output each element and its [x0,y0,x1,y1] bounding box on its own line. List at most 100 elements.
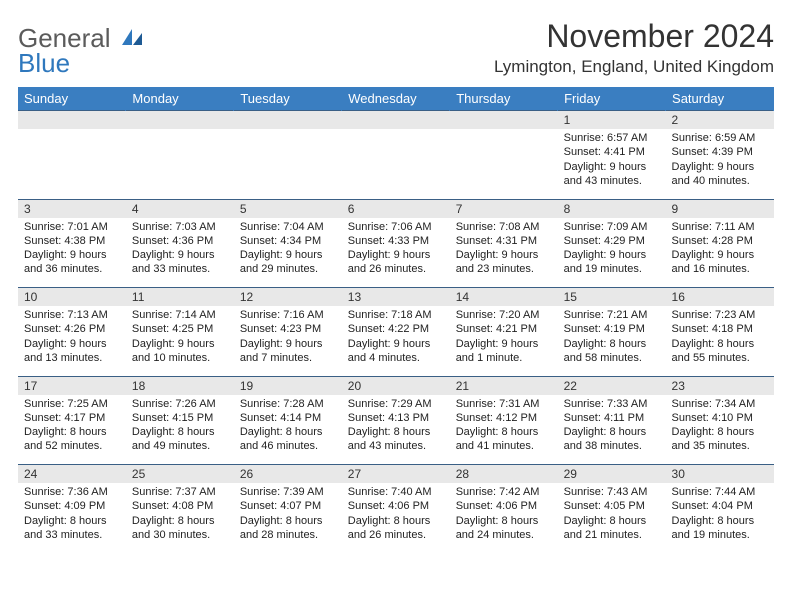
sun-day2: and 16 minutes. [672,262,768,276]
day-number-cell: 19 [234,376,342,395]
sun-day1: Daylight: 8 hours [132,514,228,528]
sun-sunrise: Sunrise: 7:13 AM [24,308,120,322]
day-detail-cell: Sunrise: 7:11 AMSunset: 4:28 PMDaylight:… [666,218,774,288]
location: Lymington, England, United Kingdom [494,57,774,77]
day-number-cell: 16 [666,288,774,307]
day-number-cell: 22 [558,376,666,395]
sun-sunset: Sunset: 4:34 PM [240,234,336,248]
sun-day1: Daylight: 9 hours [240,248,336,262]
day-detail-cell: Sunrise: 7:09 AMSunset: 4:29 PMDaylight:… [558,218,666,288]
day-number-cell: 17 [18,376,126,395]
sun-sunset: Sunset: 4:22 PM [348,322,444,336]
day-detail-cell: Sunrise: 7:31 AMSunset: 4:12 PMDaylight:… [450,395,558,465]
sun-sunrise: Sunrise: 7:36 AM [24,485,120,499]
day-number-cell: 13 [342,288,450,307]
day-number-cell: 14 [450,288,558,307]
day-number-cell: 9 [666,199,774,218]
sun-day2: and 41 minutes. [456,439,552,453]
sun-day1: Daylight: 9 hours [672,160,768,174]
logo-sail-icon [122,29,144,47]
sun-sunrise: Sunrise: 7:01 AM [24,220,120,234]
day-number-cell: 1 [558,111,666,130]
sun-day1: Daylight: 9 hours [348,248,444,262]
weekday-header: Monday [126,87,234,111]
sun-day2: and 13 minutes. [24,351,120,365]
sun-day1: Daylight: 8 hours [132,425,228,439]
sun-sunset: Sunset: 4:04 PM [672,499,768,513]
day-detail-cell: Sunrise: 7:03 AMSunset: 4:36 PMDaylight:… [126,218,234,288]
header: General Blue November 2024 Lymington, En… [18,18,774,77]
sun-sunrise: Sunrise: 7:06 AM [348,220,444,234]
sun-sunrise: Sunrise: 7:21 AM [564,308,660,322]
day-detail-cell: Sunrise: 7:01 AMSunset: 4:38 PMDaylight:… [18,218,126,288]
sun-sunset: Sunset: 4:17 PM [24,411,120,425]
day-detail-cell: Sunrise: 7:28 AMSunset: 4:14 PMDaylight:… [234,395,342,465]
sun-day1: Daylight: 9 hours [456,337,552,351]
day-number-cell: 30 [666,465,774,484]
sun-sunrise: Sunrise: 7:23 AM [672,308,768,322]
sun-sunrise: Sunrise: 7:31 AM [456,397,552,411]
sun-sunset: Sunset: 4:31 PM [456,234,552,248]
sun-day2: and 26 minutes. [348,262,444,276]
day-detail-cell: Sunrise: 7:34 AMSunset: 4:10 PMDaylight:… [666,395,774,465]
sun-sunset: Sunset: 4:41 PM [564,145,660,159]
sun-day2: and 24 minutes. [456,528,552,542]
day-detail-cell: Sunrise: 7:37 AMSunset: 4:08 PMDaylight:… [126,483,234,553]
day-number-cell: 2 [666,111,774,130]
sun-sunset: Sunset: 4:38 PM [24,234,120,248]
day-detail-cell: Sunrise: 7:08 AMSunset: 4:31 PMDaylight:… [450,218,558,288]
weekday-header: Tuesday [234,87,342,111]
sun-sunrise: Sunrise: 7:44 AM [672,485,768,499]
day-number-cell: 12 [234,288,342,307]
title-block: November 2024 Lymington, England, United… [494,18,774,77]
weekday-header: Saturday [666,87,774,111]
sun-sunrise: Sunrise: 7:43 AM [564,485,660,499]
sun-day2: and 33 minutes. [132,262,228,276]
sun-sunset: Sunset: 4:39 PM [672,145,768,159]
sun-day1: Daylight: 8 hours [672,514,768,528]
sun-sunrise: Sunrise: 7:20 AM [456,308,552,322]
sun-day2: and 23 minutes. [456,262,552,276]
day-detail-cell: Sunrise: 7:23 AMSunset: 4:18 PMDaylight:… [666,306,774,376]
sun-sunrise: Sunrise: 6:57 AM [564,131,660,145]
day-number-cell: 4 [126,199,234,218]
sun-sunset: Sunset: 4:14 PM [240,411,336,425]
sun-day1: Daylight: 8 hours [348,425,444,439]
sun-sunset: Sunset: 4:13 PM [348,411,444,425]
sun-day1: Daylight: 9 hours [672,248,768,262]
sun-day2: and 10 minutes. [132,351,228,365]
day-detail-cell: Sunrise: 7:42 AMSunset: 4:06 PMDaylight:… [450,483,558,553]
sun-day2: and 52 minutes. [24,439,120,453]
sun-day2: and 21 minutes. [564,528,660,542]
sun-day2: and 26 minutes. [348,528,444,542]
sun-sunrise: Sunrise: 7:33 AM [564,397,660,411]
calendar-page: General Blue November 2024 Lymington, En… [0,0,792,612]
sun-day2: and 29 minutes. [240,262,336,276]
sun-day1: Daylight: 8 hours [348,514,444,528]
sun-day2: and 46 minutes. [240,439,336,453]
sun-sunrise: Sunrise: 7:42 AM [456,485,552,499]
sun-sunrise: Sunrise: 7:34 AM [672,397,768,411]
weekday-header: Thursday [450,87,558,111]
sun-day1: Daylight: 9 hours [240,337,336,351]
sun-sunrise: Sunrise: 7:18 AM [348,308,444,322]
sun-day1: Daylight: 9 hours [564,160,660,174]
sun-sunrise: Sunrise: 7:25 AM [24,397,120,411]
day-number-row: 3456789 [18,199,774,218]
sun-day2: and 40 minutes. [672,174,768,188]
sun-day1: Daylight: 9 hours [456,248,552,262]
sun-sunset: Sunset: 4:21 PM [456,322,552,336]
day-number-cell: 25 [126,465,234,484]
sun-day2: and 30 minutes. [132,528,228,542]
sun-sunrise: Sunrise: 6:59 AM [672,131,768,145]
sun-day1: Daylight: 8 hours [672,337,768,351]
day-detail-cell [234,129,342,199]
day-detail-row: Sunrise: 6:57 AMSunset: 4:41 PMDaylight:… [18,129,774,199]
day-number-cell: 27 [342,465,450,484]
day-detail-cell: Sunrise: 7:18 AMSunset: 4:22 PMDaylight:… [342,306,450,376]
sun-sunset: Sunset: 4:15 PM [132,411,228,425]
sun-day2: and 35 minutes. [672,439,768,453]
sun-sunset: Sunset: 4:09 PM [24,499,120,513]
day-detail-cell: Sunrise: 7:04 AMSunset: 4:34 PMDaylight:… [234,218,342,288]
day-detail-cell: Sunrise: 7:21 AMSunset: 4:19 PMDaylight:… [558,306,666,376]
